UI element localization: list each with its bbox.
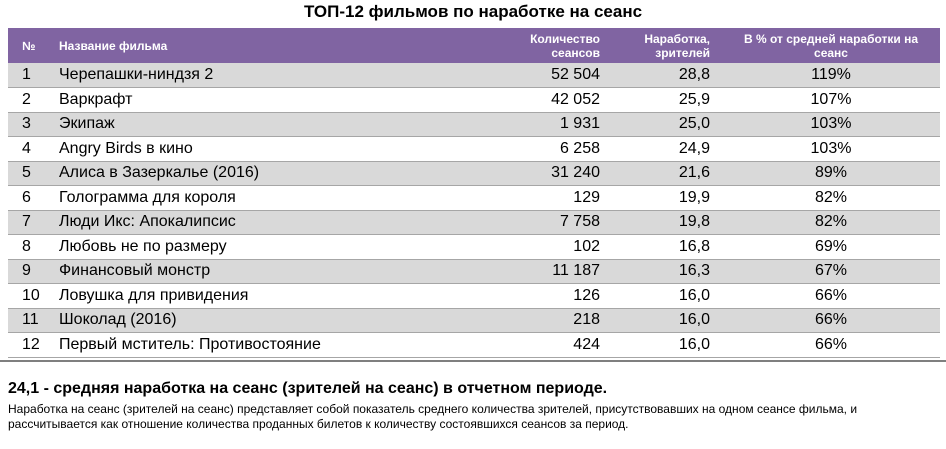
- cell-percent: 66%: [722, 283, 940, 309]
- table-row: 6 Голограмма для короля 129 19,9 82%: [8, 185, 940, 211]
- cell-sessions: 52 504: [508, 63, 612, 88]
- cell-narabotka: 16,3: [612, 259, 722, 284]
- cell-percent: 119%: [722, 63, 940, 88]
- cell-sessions: 129: [508, 185, 612, 211]
- table-row: 4 Angry Birds в кино 6 258 24,9 103%: [8, 136, 940, 162]
- cell-num: 1: [8, 63, 53, 88]
- cell-name: Люди Икс: Апокалипсис: [53, 210, 508, 235]
- cell-sessions: 11 187: [508, 259, 612, 284]
- cell-narabotka: 16,0: [612, 332, 722, 358]
- cell-name: Алиса в Зазеркалье (2016): [53, 161, 508, 186]
- cell-num: 9: [8, 259, 53, 284]
- cell-sessions: 6 258: [508, 136, 612, 162]
- cell-sessions: 102: [508, 234, 612, 260]
- table-bottom-border: [0, 360, 946, 362]
- cell-num: 3: [8, 112, 53, 137]
- table-row: 10 Ловушка для привидения 126 16,0 66%: [8, 283, 940, 309]
- cell-num: 2: [8, 87, 53, 113]
- cell-name: Экипаж: [53, 112, 508, 137]
- cell-percent: 82%: [722, 210, 940, 235]
- header-percent: В % от средней наработки на сеанс: [743, 31, 919, 60]
- cell-percent: 103%: [722, 112, 940, 137]
- table-header-row: № Название фильма Количество сеансов Нар…: [8, 28, 940, 63]
- table-row: 7 Люди Икс: Апокалипсис 7 758 19,8 82%: [8, 210, 940, 235]
- table-row: 5 Алиса в Зазеркалье (2016) 31 240 21,6 89%: [8, 161, 940, 186]
- table-row: 8 Любовь не по размеру 102 16,8 69%: [8, 234, 940, 260]
- cell-narabotka: 19,8: [612, 210, 722, 235]
- cell-name: Черепашки-ниндзя 2: [53, 63, 508, 88]
- cell-percent: 89%: [722, 161, 940, 186]
- cell-name: Финансовый монстр: [53, 259, 508, 284]
- cell-num: 4: [8, 136, 53, 162]
- cell-num: 11: [8, 308, 53, 333]
- footnote-text: Наработка на сеанс (зрителей на сеанс) п…: [8, 402, 858, 431]
- cell-sessions: 424: [508, 332, 612, 358]
- cell-percent: 107%: [722, 87, 940, 113]
- cell-percent: 103%: [722, 136, 940, 162]
- header-narabotka: Наработка, зрителей: [644, 31, 710, 60]
- cell-num: 7: [8, 210, 53, 235]
- header-name: Название фильма: [59, 38, 168, 53]
- cell-percent: 82%: [722, 185, 940, 211]
- cell-name: Первый мститель: Противостояние: [53, 332, 508, 358]
- cell-num: 6: [8, 185, 53, 211]
- cell-narabotka: 19,9: [612, 185, 722, 211]
- cell-narabotka: 16,0: [612, 308, 722, 333]
- cell-percent: 69%: [722, 234, 940, 260]
- cell-name: Варкрафт: [53, 87, 508, 113]
- table-row: 3 Экипаж 1 931 25,0 103%: [8, 112, 940, 137]
- cell-name: Ловушка для привидения: [53, 283, 508, 309]
- cell-sessions: 42 052: [508, 87, 612, 113]
- cell-sessions: 1 931: [508, 112, 612, 137]
- cell-narabotka: 25,0: [612, 112, 722, 137]
- table-row: 2 Варкрафт 42 052 25,9 107%: [8, 87, 940, 113]
- page-title: ТОП-12 фильмов по наработке на сеанс: [303, 2, 643, 21]
- cell-narabotka: 25,9: [612, 87, 722, 113]
- films-table: № Название фильма Количество сеансов Нар…: [8, 28, 940, 358]
- cell-num: 12: [8, 332, 53, 358]
- cell-sessions: 126: [508, 283, 612, 309]
- cell-narabotka: 24,9: [612, 136, 722, 162]
- table-row: 1 Черепашки-ниндзя 2 52 504 28,8 119%: [8, 63, 940, 88]
- cell-narabotka: 21,6: [612, 161, 722, 186]
- cell-narabotka: 28,8: [612, 63, 722, 88]
- table-row: 11 Шоколад (2016) 218 16,0 66%: [8, 308, 940, 333]
- cell-sessions: 31 240: [508, 161, 612, 186]
- cell-sessions: 7 758: [508, 210, 612, 235]
- cell-narabotka: 16,0: [612, 283, 722, 309]
- table-row: 12 Первый мститель: Противостояние 424 16,0…: [8, 332, 940, 358]
- summary-text: 24,1 - средняя наработка на сеанс (зрите…: [8, 380, 608, 397]
- header-num: №: [22, 38, 36, 53]
- cell-narabotka: 16,8: [612, 234, 722, 260]
- cell-name: Голограмма для короля: [53, 185, 508, 211]
- cell-sessions: 218: [508, 308, 612, 333]
- cell-percent: 67%: [722, 259, 940, 284]
- header-sessions: Количество сеансов: [530, 31, 600, 60]
- cell-name: Шоколад (2016): [53, 308, 508, 333]
- cell-name: Angry Birds в кино: [53, 136, 508, 162]
- cell-num: 8: [8, 234, 53, 260]
- cell-name: Любовь не по размеру: [53, 234, 508, 260]
- cell-percent: 66%: [722, 308, 940, 333]
- table-row: 9 Финансовый монстр 11 187 16,3 67%: [8, 259, 940, 284]
- cell-percent: 66%: [722, 332, 940, 358]
- cell-num: 5: [8, 161, 53, 186]
- cell-num: 10: [8, 283, 53, 309]
